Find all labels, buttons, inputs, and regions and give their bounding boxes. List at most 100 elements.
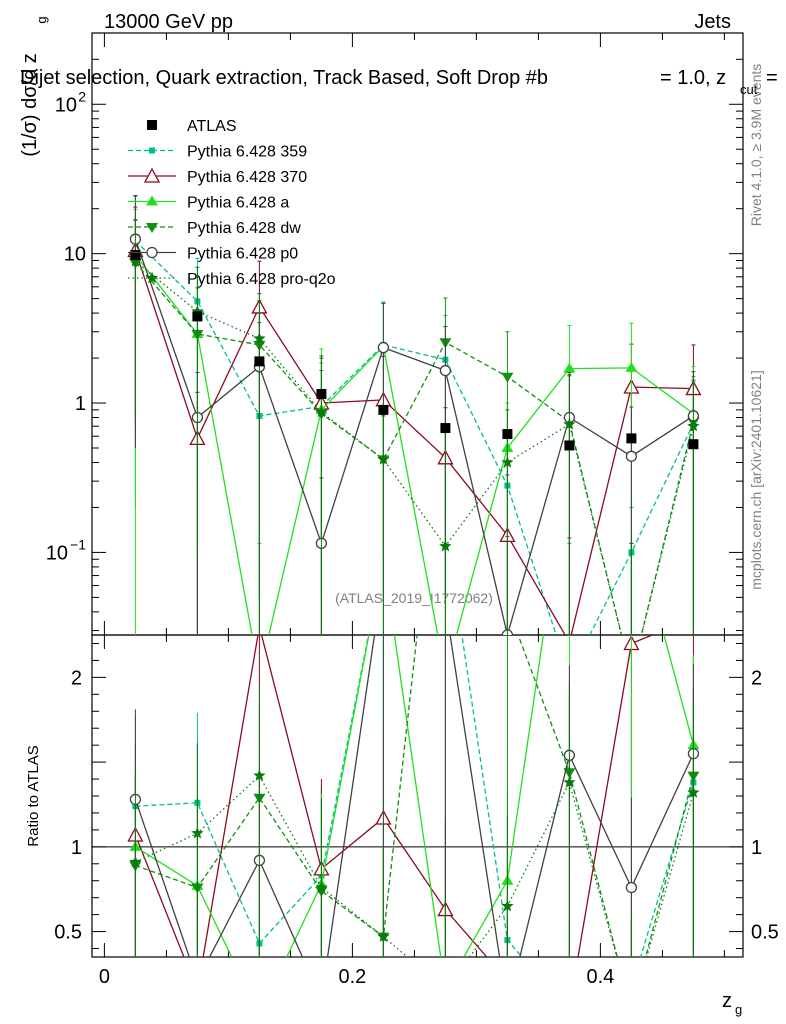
ratio-y-tick-label: 0.5 (54, 922, 82, 944)
plot-title: Dijet selection, Quark extraction, Track… (20, 67, 778, 97)
ratio-y-tick-label-right: 0.5 (751, 922, 779, 944)
point-atlas (564, 440, 575, 451)
ratio-series-pa (129, 635, 700, 1019)
ratio-point-pa (253, 1009, 265, 1019)
legend-label-p370: Pythia 6.428 370 (187, 169, 307, 186)
ratio-point-pp0 (316, 994, 326, 1004)
main-y-axis-title: (1/σ) dσ/d z (19, 53, 41, 157)
analysis-watermark: (ATLAS_2019_I1772062) (335, 590, 493, 606)
ratio-series-pq2o (129, 685, 700, 1017)
plot-title-sub: cut (740, 82, 758, 97)
ratio-point-p370 (562, 1001, 576, 1014)
main-y-tick-label: 10 (64, 244, 86, 266)
ratio-point-pp0 (192, 976, 202, 986)
series-line-pdw (134, 262, 695, 635)
point-pp0 (625, 450, 638, 462)
ratio-y-axis-title-text: Ratio to ATLAS (25, 745, 42, 846)
plot-title-main: Dijet selection, Quark extraction, Track… (20, 67, 548, 89)
ratio-point-p370 (190, 984, 204, 997)
point-pq2o (315, 405, 328, 418)
legend-marker-pa (146, 195, 158, 206)
legend-label-pdw: Pythia 6.428 dw (187, 220, 301, 237)
ratio-point-pq2o (625, 1005, 637, 1017)
legend-item-pp0: Pythia 6.428 p0 (128, 246, 298, 263)
legend-label-pq2o: Pythia 6.428 pro-q2o (187, 271, 336, 288)
rivet-side-label: Rivet 4.1.0, ≥ 3.9M events (748, 64, 764, 227)
point-pq2o (191, 305, 204, 317)
ratio-series-layer (127, 635, 700, 1019)
point-pa (625, 361, 638, 372)
legend-marker-p359 (149, 147, 155, 154)
point-atlas (378, 404, 389, 415)
legend-item-pa: Pythia 6.428 a (128, 195, 289, 212)
ratio-point-pq2o (563, 775, 576, 788)
point-atlas (626, 433, 637, 444)
ratio-point-pq2o (501, 899, 514, 912)
ratio-line-p370 (134, 635, 654, 957)
ratio-y-tick-label-right: 2 (751, 667, 762, 689)
ratio-y-tick-label-right: 1 (751, 837, 762, 859)
main-y-tick-label: 10 (55, 94, 77, 116)
series-line-p370 (134, 250, 694, 635)
x-tick-label: 0.2 (338, 966, 366, 988)
ratio-point-pp0 (502, 1003, 512, 1013)
legend-item-pdw: Pythia 6.428 dw (128, 220, 301, 237)
legend-label-pp0: Pythia 6.428 p0 (187, 246, 298, 263)
ratio-line-pq2o (135, 774, 695, 957)
series-pdw (129, 219, 700, 635)
main-y-tick-label: 1 (75, 393, 86, 415)
ratio-point-pp0 (625, 881, 638, 894)
series-line-pa (134, 254, 694, 635)
legend-marker-pp0 (146, 246, 158, 259)
plot-title-end: = (766, 67, 778, 89)
legend-label-p359: Pythia 6.428 359 (187, 144, 307, 161)
point-pa (563, 362, 576, 373)
legend-label-atlas: ATLAS (187, 118, 237, 135)
rivet-text: Rivet 4.1.0, ≥ 3.9M events (748, 64, 764, 227)
series-atlas (130, 249, 699, 451)
category-label: Jets (694, 11, 731, 33)
main-y-axis-title-text: (1/σ) dσ/d z (19, 53, 41, 157)
ratio-line-p359 (135, 635, 695, 957)
ratio-line-pp0 (134, 635, 694, 957)
point-pq2o (563, 417, 576, 430)
mcplots-side-label: mcplots.cern.ch [arXiv:2401.10621] (748, 370, 764, 589)
ratio-point-p370 (500, 974, 514, 987)
point-pdw (501, 372, 514, 383)
ratio-point-pq2o (439, 983, 451, 995)
main-y-tick-label: 10 (46, 542, 68, 564)
ratio-line-pdw (135, 635, 695, 957)
main-series-layer (127, 195, 702, 635)
main-y-axis-title-subscript: g (34, 16, 49, 23)
series-pq2o (129, 219, 700, 635)
ratio-y-axis-title: Ratio to ATLAS (25, 745, 42, 846)
legend-item-p370: Pythia 6.428 370 (128, 167, 307, 186)
point-pq2o (129, 254, 142, 267)
legend: ATLAS Pythia 6.428 359 Pythia 6.428 370 Pyt… (128, 118, 336, 288)
main-y-axis-title-sub: g (34, 16, 49, 23)
legend-marker-pdw (146, 223, 158, 233)
ratio-line-pa (135, 635, 695, 957)
point-atlas (130, 249, 141, 260)
point-atlas (688, 439, 699, 450)
ratio-point-pq2o (191, 826, 204, 839)
x-tick-label: 0 (99, 966, 110, 988)
ratio-point-p359 (628, 985, 634, 991)
series-line-pp0 (134, 238, 694, 635)
legend-marker-p370 (143, 167, 161, 183)
point-atlas (254, 356, 265, 367)
ratio-axis-ticks: 0 0.2 0.4 0.5 0.5 1 1 2 2 (54, 635, 779, 988)
main-y-tick-exponent: 2 (78, 88, 86, 104)
point-pq2o (439, 539, 452, 552)
x-axis-title-main: z (722, 990, 732, 1012)
energy-label: 13000 GeV pp (104, 11, 233, 33)
point-pp0 (377, 341, 390, 354)
legend-item-pq2o: Pythia 6.428 pro-q2o (128, 271, 336, 288)
legend-item-atlas: ATLAS (147, 118, 237, 135)
series-line-p359 (134, 240, 694, 635)
legend-marker-pq2o (145, 271, 159, 284)
legend-label-pa: Pythia 6.428 a (187, 195, 289, 212)
ratio-point-pq2o (315, 881, 328, 893)
